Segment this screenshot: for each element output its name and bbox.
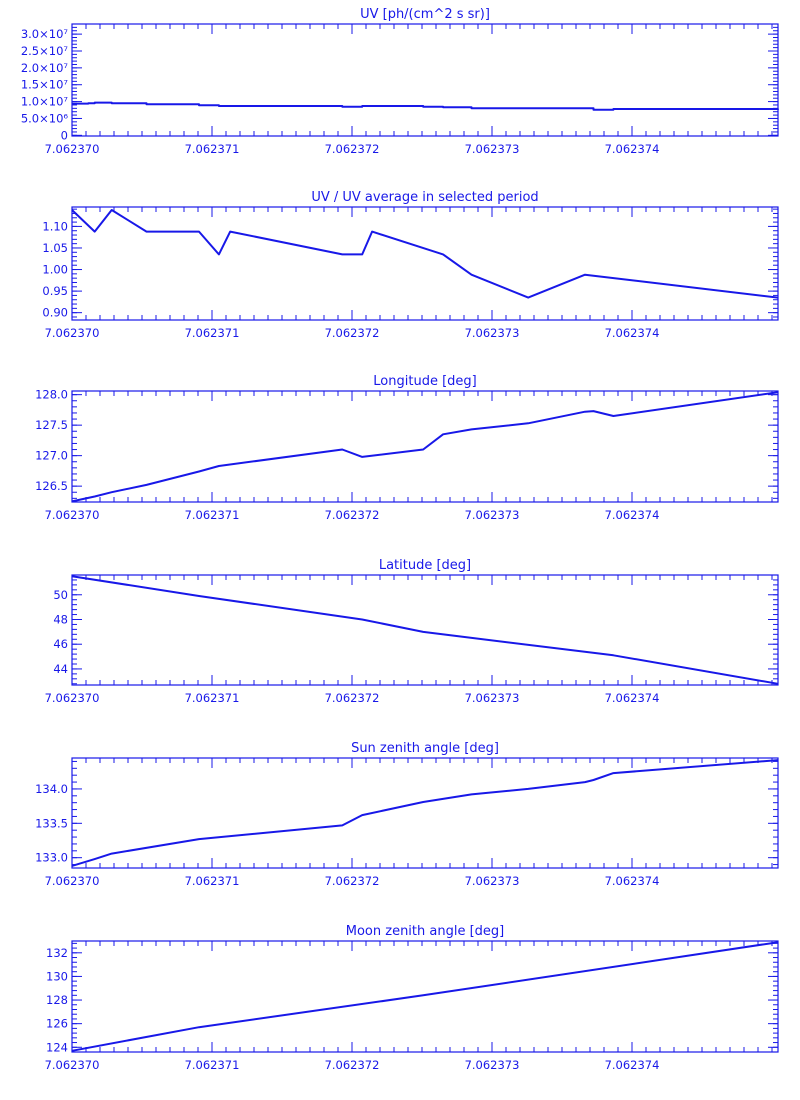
chart-title: Sun zenith angle [deg] (351, 741, 499, 756)
x-tick-label: 7.062371 (185, 874, 240, 888)
x-tick-label: 7.062372 (325, 691, 380, 705)
y-tick-label: 0.95 (42, 284, 68, 298)
series-line (71, 575, 779, 685)
plot-frame (71, 23, 779, 137)
chart-title: UV / UV average in selected period (311, 190, 538, 205)
y-tick-label: 133.5 (35, 816, 68, 830)
y-tick-label: 0.90 (42, 306, 68, 320)
y-tick-label: 1.10 (42, 219, 68, 233)
x-tick-label: 7.062374 (605, 874, 660, 888)
y-tick-label: 1.5×10⁷ (21, 78, 69, 92)
plot-frame (71, 574, 779, 686)
y-tick-label: 0 (61, 128, 68, 142)
y-tick-label: 132 (46, 946, 68, 960)
y-tick-label: 48 (53, 612, 68, 626)
x-tick-label: 7.062373 (465, 326, 520, 340)
x-tick-label: 7.062370 (45, 874, 100, 888)
chart-panel-5: Sun zenith angle [deg] 7.062370 7.062371 7.… (35, 741, 779, 888)
x-tick-label: 7.062372 (325, 508, 380, 522)
y-tick-label: 1.05 (42, 241, 68, 255)
x-tick-label: 7.062374 (605, 142, 660, 156)
x-tick-label: 7.062373 (465, 691, 520, 705)
chart-panel-4: Latitude [deg] 7.062370 7.062371 7.062372 7.… (45, 558, 779, 705)
y-tick-label: 127.0 (35, 449, 68, 463)
plot-frame (71, 390, 779, 503)
series-line (71, 209, 779, 299)
chart-title: Longitude [deg] (373, 374, 476, 389)
series-line (71, 941, 779, 1052)
x-tick-label: 7.062374 (605, 326, 660, 340)
plot-frame (71, 940, 779, 1053)
chart-panel-1: UV [ph/(cm^2 s sr)] 7.062370 7.062371 7.062… (21, 7, 779, 156)
y-tick-label: 134.0 (35, 782, 68, 796)
y-tick-label: 2.0×10⁷ (21, 61, 69, 75)
y-tick-label: 5.0×10⁶ (21, 111, 69, 125)
y-tick-label: 44 (53, 662, 68, 676)
x-tick-label: 7.062374 (605, 691, 660, 705)
y-tick-label: 126 (46, 1017, 68, 1031)
chart-title: Moon zenith angle [deg] (346, 924, 504, 939)
x-tick-label: 7.062371 (185, 691, 240, 705)
x-tick-label: 7.062372 (325, 142, 380, 156)
y-tick-label: 50 (53, 588, 68, 602)
y-tick-label: 130 (46, 969, 68, 983)
series-line (71, 391, 779, 503)
x-tick-label: 7.062371 (185, 326, 240, 340)
chart-panel-6: Moon zenith angle [deg] 7.062370 7.062371 7… (45, 924, 779, 1072)
chart-title: Latitude [deg] (379, 558, 471, 573)
y-tick-label: 124 (46, 1040, 68, 1054)
x-tick-label: 7.062371 (185, 1058, 240, 1072)
chart-panel-2: UV / UV average in selected period 7.0623… (42, 190, 779, 340)
series-line (72, 101, 779, 111)
y-tick-label: 128 (46, 993, 68, 1007)
x-tick-label: 7.062373 (465, 874, 520, 888)
y-tick-label: 1.0×10⁷ (21, 95, 69, 109)
x-tick-label: 7.062372 (325, 326, 380, 340)
y-tick-label: 128.0 (35, 388, 68, 402)
chart-title: UV [ph/(cm^2 s sr)] (360, 7, 490, 22)
x-tick-label: 7.062370 (45, 326, 100, 340)
x-tick-label: 7.062373 (465, 1058, 520, 1072)
y-tick-label: 46 (53, 637, 68, 651)
chart-panel-3: Longitude [deg] 7.062370 7.062371 7.062372 7… (35, 374, 779, 522)
plot-frame (71, 757, 779, 869)
x-tick-label: 7.062372 (325, 874, 380, 888)
x-tick-label: 7.062370 (45, 508, 100, 522)
x-tick-label: 7.062370 (45, 1058, 100, 1072)
x-tick-label: 7.062374 (605, 1058, 660, 1072)
x-tick-label: 7.062370 (45, 142, 100, 156)
x-tick-label: 7.062373 (465, 142, 520, 156)
plot-frame (71, 206, 779, 321)
series-line (71, 759, 779, 867)
y-tick-label: 127.5 (35, 418, 68, 432)
y-tick-label: 3.0×10⁷ (21, 27, 69, 41)
x-tick-label: 7.062370 (45, 691, 100, 705)
x-tick-label: 7.062373 (465, 508, 520, 522)
y-tick-label: 2.5×10⁷ (21, 44, 69, 58)
x-tick-label: 7.062372 (325, 1058, 380, 1072)
x-tick-label: 7.062371 (185, 142, 240, 156)
y-tick-label: 1.00 (42, 263, 68, 277)
y-tick-label: 133.0 (35, 851, 68, 865)
y-tick-label: 126.5 (35, 479, 68, 493)
x-tick-label: 7.062374 (605, 508, 660, 522)
x-tick-label: 7.062371 (185, 508, 240, 522)
